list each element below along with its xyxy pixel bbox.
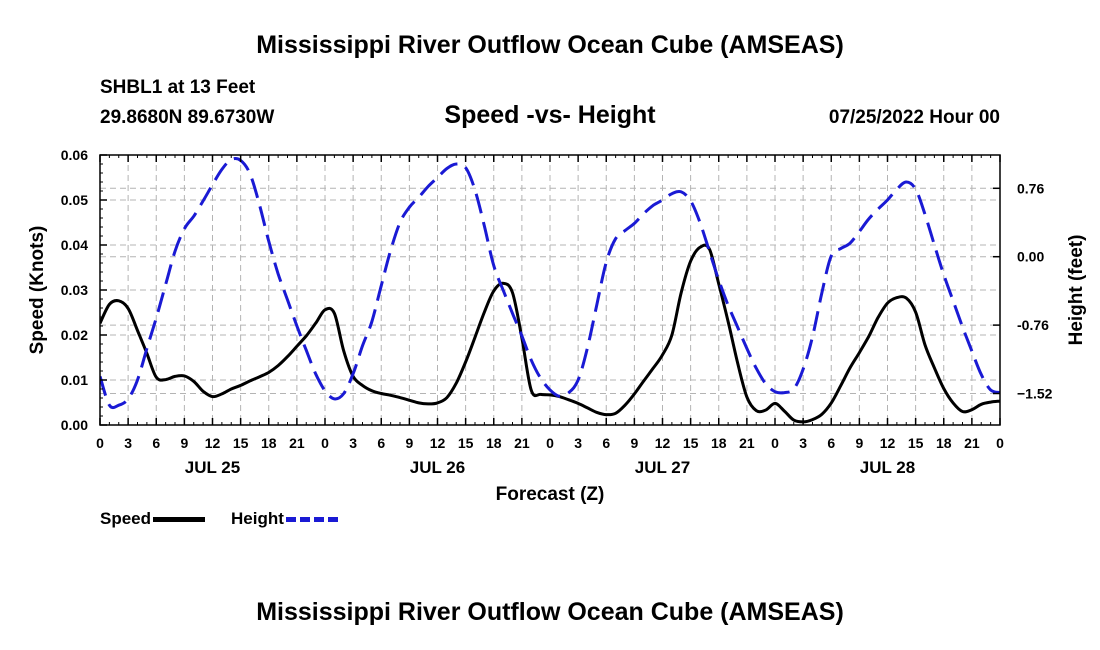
x-tick-label: 0	[96, 435, 104, 451]
y-right-tick-label: −1.52	[1017, 386, 1053, 402]
x-tick-label: 6	[827, 435, 835, 451]
x-day-label: JUL 26	[410, 458, 465, 477]
legend-speed-swatch	[153, 516, 206, 522]
y-left-tick-label: 0.03	[61, 282, 88, 298]
x-tick-label: 9	[180, 435, 188, 451]
x-tick-label: 18	[711, 435, 727, 451]
x-tick-label: 3	[574, 435, 582, 451]
x-day-label: JUL 25	[185, 458, 240, 477]
footer-title: Mississippi River Outflow Ocean Cube (AM…	[256, 598, 844, 626]
x-tick-label: 3	[349, 435, 357, 451]
x-tick-label: 9	[630, 435, 638, 451]
x-tick-label: 15	[908, 435, 924, 451]
legend-height-label: Height	[231, 509, 284, 528]
y-right-tick-label: 0.00	[1017, 249, 1044, 265]
x-tick-label: 6	[152, 435, 160, 451]
axis-ticks	[99, 154, 1001, 426]
x-tick-label: 12	[205, 435, 221, 451]
forecast-datestamp: 07/25/2022 Hour 00	[828, 107, 1000, 128]
x-tick-label: 21	[739, 435, 755, 451]
x-tick-label: 18	[486, 435, 502, 451]
series-line-height	[100, 156, 1000, 410]
x-tick-label: 21	[964, 435, 980, 451]
x-axis-title: Forecast (Z)	[496, 484, 605, 505]
x-tick-label: 6	[602, 435, 610, 451]
x-tick-label: 18	[261, 435, 277, 451]
x-day-label: JUL 27	[635, 458, 690, 477]
axis-labels: 0 3 6 9 12 15 18 21 0 3 6 9 12 15 18 21 0 3 6 9 12 15 18 21 0 3 6 9…	[27, 147, 1087, 505]
x-tick-label: 12	[880, 435, 896, 451]
legend-speed-label: Speed	[100, 509, 152, 528]
x-tick-label: 12	[430, 435, 446, 451]
x-tick-label: 3	[124, 435, 132, 451]
x-tick-label: 21	[289, 435, 305, 451]
x-tick-label: 0	[996, 435, 1004, 451]
y-right-tick-label: -0.76	[1017, 317, 1049, 333]
x-tick-label: 9	[855, 435, 863, 451]
y-left-axis-title: Speed (Knots)	[27, 226, 48, 355]
y-right-axis-title: Height (feet)	[1066, 235, 1087, 346]
y-left-tick-label: 0.01	[61, 372, 88, 388]
y-left-tick-label: 0.04	[61, 237, 88, 253]
x-tick-label: 3	[799, 435, 807, 451]
y-left-tick-label: 0.00	[61, 417, 88, 433]
legend-speed: Speed	[100, 509, 206, 529]
x-tick-label: 21	[514, 435, 530, 451]
x-tick-label: 9	[405, 435, 413, 451]
x-tick-label: 0	[321, 435, 329, 451]
legend-height: Height	[231, 509, 338, 529]
series-line-speed	[100, 243, 1000, 424]
y-left-tick-label: 0.05	[61, 192, 88, 208]
chart-title: Mississippi River Outflow Ocean Cube (AM…	[256, 31, 844, 59]
x-tick-label: 0	[771, 435, 779, 451]
x-tick-label: 18	[936, 435, 952, 451]
y-right-tick-label: 0.76	[1017, 180, 1044, 196]
grid-lines	[100, 155, 1000, 425]
station-label: SHBL1 at 13 Feet	[100, 77, 256, 98]
x-tick-label: 6	[377, 435, 385, 451]
x-tick-label: 12	[655, 435, 671, 451]
station-coordinates: 29.8680N 89.6730W	[100, 107, 275, 128]
x-tick-label: 15	[233, 435, 249, 451]
y-left-tick-label: 0.02	[61, 327, 88, 343]
x-tick-label: 0	[546, 435, 554, 451]
x-day-label: JUL 28	[860, 458, 915, 477]
series-layer	[100, 156, 1000, 424]
y-left-tick-label: 0.06	[61, 147, 88, 163]
chart-subtitle: Speed -vs- Height	[444, 101, 656, 129]
x-tick-label: 15	[458, 435, 474, 451]
legend-height-swatch	[285, 516, 338, 522]
x-tick-label: 15	[683, 435, 699, 451]
